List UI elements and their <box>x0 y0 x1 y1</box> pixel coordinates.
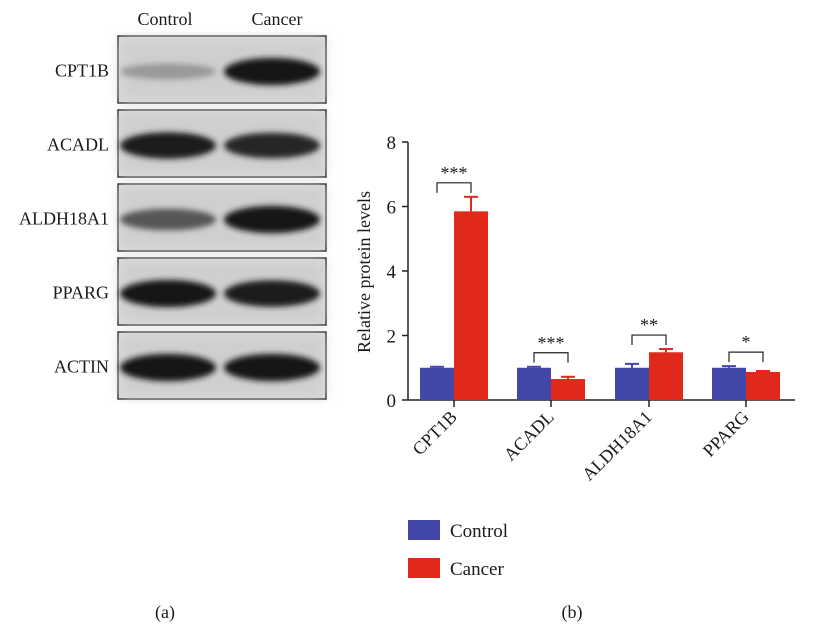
bar-control <box>420 367 454 400</box>
bar-group: *** <box>517 333 585 400</box>
bar-cancer <box>454 211 488 400</box>
blot-row-label: ACTIN <box>54 357 109 377</box>
band-control <box>120 353 216 382</box>
y-tick-label: 2 <box>387 327 397 348</box>
legend-swatch <box>408 520 440 540</box>
blot-row: ALDH18A1 <box>19 183 327 252</box>
blot-row: PPARG <box>53 257 327 326</box>
bar-group: ** <box>615 315 683 400</box>
legend-label: Control <box>450 521 508 542</box>
blot-row: ACADL <box>47 109 327 178</box>
significance-bracket <box>631 334 667 346</box>
panel-label-a: (a) <box>155 602 175 623</box>
bar-control <box>712 367 746 400</box>
band-control <box>120 63 216 80</box>
x-tick-label: CPT1B <box>408 407 460 459</box>
significance-bracket <box>436 182 472 193</box>
legend-swatch <box>408 558 440 578</box>
significance-label: ** <box>640 315 658 335</box>
legend-item: Control <box>408 520 508 542</box>
blot-row: CPT1B <box>55 35 327 104</box>
blot-column-control: Control <box>137 9 192 29</box>
band-cancer <box>224 353 320 382</box>
band-cancer <box>224 57 320 86</box>
x-tick-label: ALDH18A1 <box>578 407 656 485</box>
bar-cancer <box>649 352 683 400</box>
significance-bracket <box>728 351 764 363</box>
significance-bracket <box>533 352 569 363</box>
significance-label: * <box>742 332 751 352</box>
legend-item: Cancer <box>408 558 504 580</box>
y-tick-label: 0 <box>387 391 397 412</box>
y-tick-label: 8 <box>387 133 397 154</box>
bar-control <box>615 367 649 400</box>
bar-group: *** <box>420 163 488 400</box>
blot-column-cancer: Cancer <box>252 9 303 29</box>
legend-label: Cancer <box>450 559 504 580</box>
band-control <box>120 132 216 159</box>
y-tick-label: 6 <box>387 198 397 219</box>
bar-cancer <box>551 379 585 400</box>
y-tick-label: 4 <box>387 262 397 283</box>
significance-label: *** <box>538 333 565 353</box>
blot-row-label: ACADL <box>47 135 109 155</box>
band-cancer <box>224 280 320 307</box>
blot-row-label: ALDH18A1 <box>19 209 109 229</box>
blot-row: ACTIN <box>54 331 327 400</box>
blot-row-label: CPT1B <box>55 61 109 81</box>
bar-cancer <box>746 371 780 400</box>
significance-label: *** <box>441 163 468 183</box>
bar-control <box>517 367 551 400</box>
x-tick-label: ACADL <box>500 407 558 465</box>
band-control <box>120 279 216 308</box>
band-cancer <box>224 132 320 159</box>
band-control <box>120 208 216 231</box>
y-axis-label: Relative protein levels <box>354 191 374 353</box>
panel-label-b: (b) <box>562 602 583 623</box>
band-cancer <box>224 205 320 234</box>
bar-group: * <box>712 332 780 400</box>
x-tick-label: PPARG <box>699 407 753 461</box>
blot-row-label: PPARG <box>53 283 109 303</box>
